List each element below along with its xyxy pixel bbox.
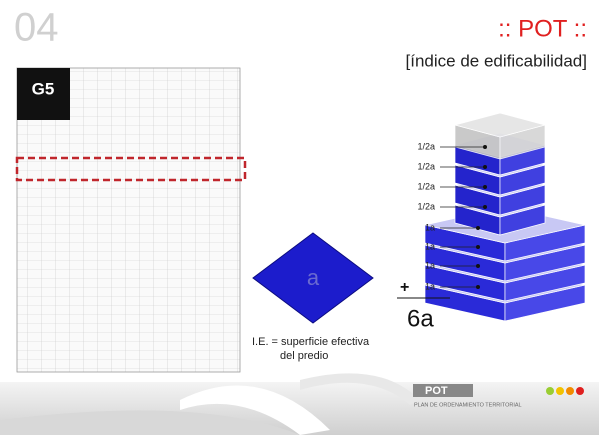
swoosh	[300, 373, 420, 405]
leader-dot	[483, 205, 487, 209]
logo-text: POT	[425, 385, 448, 397]
logo-dot	[556, 387, 564, 395]
logo-box	[413, 384, 473, 397]
total-label: 6a	[407, 305, 434, 332]
layer-label: 1/2a	[417, 181, 435, 191]
document-code: G5	[32, 79, 55, 98]
layer-top	[453, 112, 547, 138]
document-badge	[17, 68, 70, 120]
leader-dot	[483, 185, 487, 189]
formula-line: del predio	[280, 350, 328, 362]
layer-label: 1/2a	[417, 141, 435, 151]
slide-subtitle: [índice de edificabilidad]	[406, 51, 587, 70]
leader-dot	[476, 264, 480, 268]
logo-dot	[576, 387, 584, 395]
layer-label: 1a	[425, 222, 435, 232]
logo-dot	[566, 387, 574, 395]
area-label: a	[307, 265, 320, 290]
formula-line: I.E. = superficie efectiva	[252, 336, 370, 348]
slide-title: :: POT ::	[498, 15, 587, 42]
leader-dot	[476, 245, 480, 249]
leader-dot	[476, 285, 480, 289]
logo-dot	[546, 387, 554, 395]
layer-label: 1/2a	[417, 161, 435, 171]
logo-subtitle: PLAN DE ORDENAMIENTO TERRITORIAL	[414, 402, 522, 408]
plus-sign: +	[400, 279, 409, 296]
layer	[453, 112, 547, 160]
leader-dot	[483, 165, 487, 169]
layer-label: 1a	[425, 260, 435, 270]
swoosh	[0, 410, 300, 435]
swoosh	[180, 385, 330, 435]
highlight-box	[15, 156, 247, 182]
layer-label: 1a	[425, 241, 435, 251]
area-diamond	[252, 232, 374, 324]
layer-label: 1a	[425, 281, 435, 291]
leader-dot	[476, 226, 480, 230]
slide-number: 04	[14, 6, 59, 50]
leader-dot	[483, 145, 487, 149]
layer-label: 1/2a	[417, 201, 435, 211]
